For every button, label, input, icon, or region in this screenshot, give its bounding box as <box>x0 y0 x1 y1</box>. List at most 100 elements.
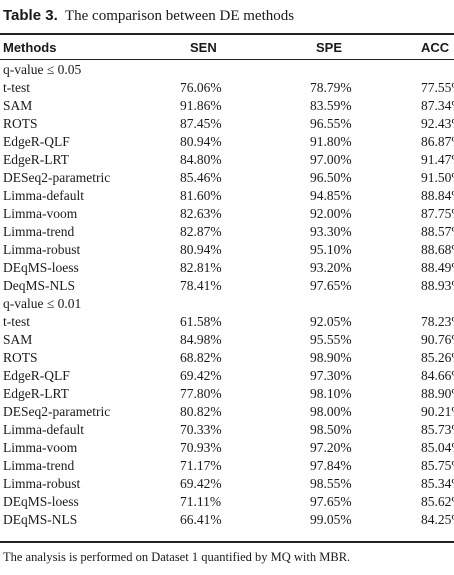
method-cell: DEqMS-NLS <box>3 512 78 527</box>
table-row: DESeq2-parametric 85.46% 96.50% 91.50% <box>0 169 454 187</box>
method-cell: EdgeR-QLF <box>3 368 70 383</box>
column-header-methods: Methods <box>3 39 57 55</box>
sen-cell: 69.42% <box>180 476 222 491</box>
acc-cell: 88.84% <box>421 188 454 203</box>
spe-cell: 92.05% <box>310 314 352 329</box>
method-cell: Limma-robust <box>3 242 81 257</box>
sen-cell: 87.45% <box>180 116 222 131</box>
acc-cell: 84.25% <box>421 512 454 527</box>
sen-cell: 66.41% <box>180 512 222 527</box>
spe-cell: 93.20% <box>310 260 352 275</box>
table-number: Table 3. <box>3 7 58 24</box>
spe-cell: 97.65% <box>310 494 352 509</box>
acc-cell: 87.75% <box>421 206 454 221</box>
table-title: The comparison between DE methods <box>64 8 295 24</box>
spe-cell: 97.30% <box>310 368 352 383</box>
acc-cell: 92.43% <box>421 116 454 131</box>
sen-cell: 82.87% <box>180 224 222 239</box>
method-cell: DESeq2-parametric <box>3 404 111 419</box>
spe-cell: 93.30% <box>310 224 352 239</box>
sen-cell: 78.41% <box>180 278 222 293</box>
spe-cell: 97.00% <box>310 152 352 167</box>
method-cell: t-test <box>3 80 30 95</box>
header-row: Methods SEN SPE ACC <box>0 36 454 58</box>
method-cell: ROTS <box>3 116 38 131</box>
table-row: ROTS 87.45% 96.55% 92.43% <box>0 115 454 133</box>
spe-cell: 92.00% <box>310 206 352 221</box>
comparison-table: Methods SEN SPE ACC q-value ≤ 0.05 t-test… <box>0 36 454 529</box>
spe-cell: 91.80% <box>310 134 352 149</box>
table-row: DEqMS-loess 82.81% 93.20% 88.49% <box>0 259 454 277</box>
acc-cell: 88.57% <box>421 224 454 239</box>
sen-cell: 82.81% <box>180 260 222 275</box>
acc-cell: 91.47% <box>421 152 454 167</box>
sen-cell: 70.93% <box>180 440 222 455</box>
section-heading-row: q-value ≤ 0.01 <box>0 295 454 313</box>
method-cell: Limma-voom <box>3 206 78 221</box>
column-header-spe: SPE <box>316 39 343 55</box>
method-cell: EdgeR-QLF <box>3 134 70 149</box>
method-cell: EdgeR-LRT <box>3 152 69 167</box>
bottom-rule <box>0 541 454 543</box>
table-row: Limma-default 70.33% 98.50% 85.73% <box>0 421 454 439</box>
spe-cell: 97.20% <box>310 440 352 455</box>
column-header-sen: SEN <box>190 39 217 55</box>
table-row: EdgeR-LRT 84.80% 97.00% 91.47% <box>0 151 454 169</box>
spe-cell: 97.84% <box>310 458 352 473</box>
acc-cell: 88.49% <box>421 260 454 275</box>
acc-cell: 85.62% <box>421 494 454 509</box>
sen-cell: 82.63% <box>180 206 222 221</box>
table-caption: Table 3. The comparison between DE metho… <box>3 6 294 26</box>
method-cell: ROTS <box>3 350 38 365</box>
spe-cell: 98.55% <box>310 476 352 491</box>
acc-cell: 87.34% <box>421 98 454 113</box>
table-row: SAM 91.86% 83.59% 87.34% <box>0 97 454 115</box>
top-rule <box>0 33 454 35</box>
table-row: DEqMS-NLS 66.41% 99.05% 84.25% <box>0 511 454 529</box>
sen-cell: 84.80% <box>180 152 222 167</box>
acc-cell: 91.50% <box>421 170 454 185</box>
method-cell: DeqMS-NLS <box>3 278 76 293</box>
sen-cell: 69.42% <box>180 368 222 383</box>
sen-cell: 80.82% <box>180 404 222 419</box>
acc-cell: 85.26% <box>421 350 454 365</box>
spe-cell: 98.00% <box>310 404 352 419</box>
sen-cell: 71.17% <box>180 458 222 473</box>
table-row: ROTS 68.82% 98.90% 85.26% <box>0 349 454 367</box>
spe-cell: 96.55% <box>310 116 352 131</box>
spe-cell: 78.79% <box>310 80 352 95</box>
header-rule <box>0 59 454 60</box>
spe-cell: 83.59% <box>310 98 352 113</box>
sen-cell: 85.46% <box>180 170 222 185</box>
table-row: t-test 76.06% 78.79% 77.55% <box>0 79 454 97</box>
table-row: EdgeR-QLF 80.94% 91.80% 86.87% <box>0 133 454 151</box>
section-heading-row: q-value ≤ 0.05 <box>0 61 454 79</box>
method-cell: Limma-trend <box>3 458 75 473</box>
acc-cell: 86.87% <box>421 134 454 149</box>
table-row: EdgeR-QLF 69.42% 97.30% 84.66% <box>0 367 454 385</box>
section-heading: q-value ≤ 0.05 <box>3 62 82 77</box>
table-body: q-value ≤ 0.05 t-test 76.06% 78.79% 77.55% SA… <box>0 58 454 529</box>
acc-cell: 85.75% <box>421 458 454 473</box>
table-row: Limma-voom 82.63% 92.00% 87.75% <box>0 205 454 223</box>
spe-cell: 94.85% <box>310 188 352 203</box>
acc-cell: 88.90% <box>421 386 454 401</box>
table-row: EdgeR-LRT 77.80% 98.10% 88.90% <box>0 385 454 403</box>
spe-cell: 98.90% <box>310 350 352 365</box>
sen-cell: 70.33% <box>180 422 222 437</box>
method-cell: t-test <box>3 314 30 329</box>
table-row: SAM 84.98% 95.55% 90.76% <box>0 331 454 349</box>
section-heading: q-value ≤ 0.01 <box>3 296 82 311</box>
sen-cell: 80.94% <box>180 134 222 149</box>
table-row: Limma-robust 69.42% 98.55% 85.34% <box>0 475 454 493</box>
column-header-acc: ACC <box>421 39 450 55</box>
table-row: Limma-trend 82.87% 93.30% 88.57% <box>0 223 454 241</box>
spe-cell: 97.65% <box>310 278 352 293</box>
spe-cell: 95.10% <box>310 242 352 257</box>
acc-cell: 85.34% <box>421 476 454 491</box>
acc-cell: 77.55% <box>421 80 454 95</box>
acc-cell: 84.66% <box>421 368 454 383</box>
method-cell: Limma-trend <box>3 224 75 239</box>
table-row: DESeq2-parametric 80.82% 98.00% 90.21% <box>0 403 454 421</box>
acc-cell: 78.23% <box>421 314 454 329</box>
